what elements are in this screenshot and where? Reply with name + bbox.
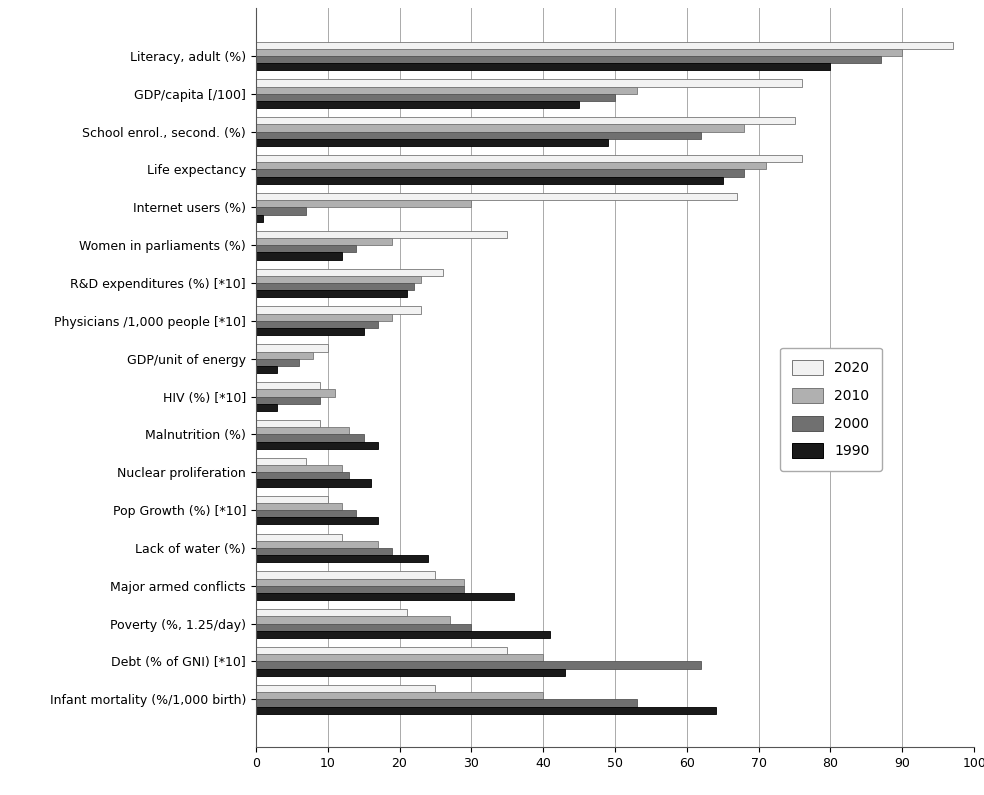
Bar bbox=[256, 427, 349, 434]
Bar bbox=[256, 510, 356, 518]
Bar bbox=[256, 359, 299, 366]
Bar bbox=[256, 41, 953, 48]
Bar bbox=[256, 496, 328, 503]
Bar bbox=[256, 397, 321, 404]
Bar bbox=[256, 479, 371, 487]
Bar bbox=[256, 63, 830, 70]
Bar bbox=[256, 441, 378, 448]
Bar bbox=[256, 609, 406, 616]
Bar bbox=[256, 654, 543, 661]
Bar bbox=[256, 162, 766, 169]
Bar bbox=[256, 572, 435, 579]
Bar bbox=[256, 231, 508, 238]
Bar bbox=[256, 200, 471, 207]
Bar bbox=[256, 700, 637, 707]
Bar bbox=[256, 276, 421, 283]
Bar bbox=[256, 94, 615, 101]
Bar bbox=[256, 533, 342, 541]
Bar bbox=[256, 290, 406, 297]
Bar bbox=[256, 56, 881, 63]
Legend: 2020, 2010, 2000, 1990: 2020, 2010, 2000, 1990 bbox=[780, 347, 882, 471]
Bar bbox=[256, 307, 421, 314]
Bar bbox=[256, 548, 393, 555]
Bar bbox=[256, 125, 744, 132]
Bar bbox=[256, 245, 356, 252]
Bar bbox=[256, 458, 306, 465]
Bar bbox=[256, 169, 744, 176]
Bar bbox=[256, 685, 435, 692]
Bar bbox=[256, 669, 565, 676]
Bar bbox=[256, 269, 443, 276]
Bar bbox=[256, 48, 902, 56]
Bar bbox=[256, 207, 306, 215]
Bar bbox=[256, 390, 335, 397]
Bar bbox=[256, 593, 515, 600]
Bar bbox=[256, 647, 508, 654]
Bar bbox=[256, 351, 313, 359]
Bar bbox=[256, 366, 277, 373]
Bar bbox=[256, 541, 378, 548]
Bar bbox=[256, 707, 715, 714]
Bar bbox=[256, 344, 328, 351]
Bar bbox=[256, 616, 450, 623]
Bar bbox=[256, 503, 342, 510]
Bar bbox=[256, 472, 349, 479]
Bar bbox=[256, 434, 364, 441]
Bar bbox=[256, 193, 737, 200]
Bar bbox=[256, 238, 393, 245]
Bar bbox=[256, 155, 802, 162]
Bar bbox=[256, 404, 277, 411]
Bar bbox=[256, 101, 579, 108]
Bar bbox=[256, 630, 550, 638]
Bar bbox=[256, 252, 342, 259]
Bar bbox=[256, 692, 543, 700]
Bar bbox=[256, 518, 378, 525]
Bar bbox=[256, 555, 428, 562]
Bar bbox=[256, 283, 414, 290]
Bar bbox=[256, 314, 393, 321]
Bar bbox=[256, 465, 342, 472]
Bar bbox=[256, 328, 364, 335]
Bar bbox=[256, 215, 263, 222]
Bar bbox=[256, 176, 722, 184]
Bar bbox=[256, 132, 702, 139]
Bar bbox=[256, 579, 464, 586]
Bar bbox=[256, 87, 637, 94]
Bar bbox=[256, 661, 702, 669]
Bar bbox=[256, 623, 471, 630]
Bar bbox=[256, 80, 802, 87]
Bar bbox=[256, 117, 795, 125]
Bar bbox=[256, 420, 321, 427]
Bar bbox=[256, 586, 464, 593]
Bar bbox=[256, 139, 608, 146]
Bar bbox=[256, 382, 321, 390]
Bar bbox=[256, 321, 378, 328]
